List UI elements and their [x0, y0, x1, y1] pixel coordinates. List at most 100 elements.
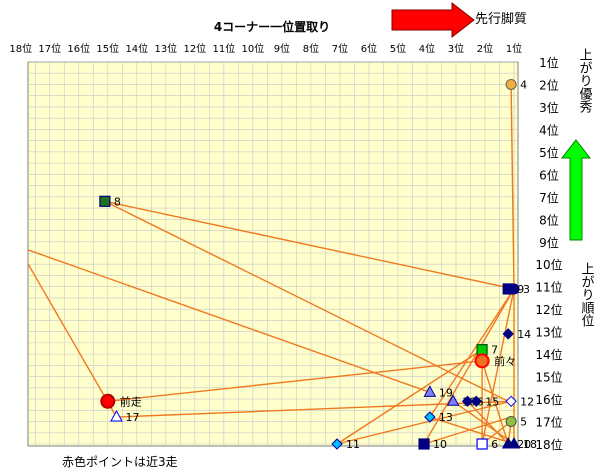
data-point: 8 — [99, 195, 121, 208]
x-tick-label: 9位 — [274, 42, 290, 55]
point-marker — [470, 395, 482, 408]
point-label: 14 — [517, 328, 531, 341]
footnote: 赤色ポイントは近3走 — [62, 455, 178, 469]
data-point: 前々 — [474, 353, 516, 369]
point-marker — [474, 353, 490, 369]
point-marker — [331, 438, 343, 450]
data-point: 9 — [502, 283, 524, 296]
connector-line — [429, 416, 515, 445]
point-marker — [446, 394, 460, 406]
connector-line — [481, 288, 515, 445]
connector-line — [336, 400, 512, 445]
green-arrow-icon — [560, 139, 592, 241]
point-label: 20 — [517, 438, 531, 451]
x-tick-label: 3位 — [448, 42, 464, 55]
point-marker — [99, 195, 111, 207]
data-point: 11 — [331, 438, 360, 451]
data-point: 17 — [110, 409, 139, 424]
y-tick-label: 16位 — [535, 392, 562, 407]
point-label: 17 — [125, 411, 139, 424]
point-marker — [418, 438, 430, 450]
data-point: 前走 — [100, 393, 142, 409]
connector-line — [104, 200, 515, 290]
connector-line — [28, 249, 431, 393]
point-marker — [507, 436, 521, 449]
point-marker — [476, 344, 488, 356]
connector-line — [481, 360, 509, 445]
x-tick-label: 8位 — [303, 42, 319, 55]
y-tick-label: 8位 — [539, 212, 559, 227]
x-tick-label: 11位 — [212, 42, 235, 55]
y-tick-label: 2位 — [539, 77, 559, 92]
point-label: 5 — [520, 416, 527, 429]
data-point: 15 — [470, 395, 499, 408]
y-tick-label: 5位 — [539, 145, 559, 160]
point-label: 4 — [520, 78, 527, 91]
data-point: 12 — [505, 395, 534, 408]
y-tick-label: 4位 — [539, 122, 559, 137]
red-arrow-icon — [391, 1, 475, 39]
point-marker — [424, 411, 436, 423]
connector-line — [423, 416, 512, 445]
point-marker — [476, 438, 488, 450]
point-marker — [505, 395, 517, 408]
connector-line — [510, 84, 515, 289]
right-arrow-label: 先行脚質 — [475, 11, 527, 27]
data-point: 19 — [423, 385, 453, 399]
connector-line — [467, 400, 509, 445]
x-tick-label: 10位 — [241, 42, 264, 55]
point-marker — [100, 393, 116, 409]
point-label: 3 — [523, 283, 530, 296]
point-marker — [502, 283, 514, 295]
chart-title: 4コーナー一位置取り — [214, 19, 330, 34]
connector-line — [336, 349, 483, 445]
y-tick-label: 9位 — [539, 235, 559, 250]
point-label: 9 — [517, 283, 524, 296]
data-point: 4 — [505, 78, 527, 91]
point-label: 7 — [491, 344, 498, 357]
point-label: 前々 — [494, 354, 516, 368]
up-arrow-label: 上がり優秀 — [577, 48, 593, 114]
y-tick-label: 17位 — [535, 415, 562, 430]
point-label: 12 — [520, 395, 534, 408]
point-marker — [110, 409, 123, 422]
y-tick-label: 15位 — [535, 370, 562, 385]
data-point: 10 — [418, 438, 447, 451]
y-tick-label: 6位 — [539, 167, 559, 182]
x-tick-label: 14位 — [125, 42, 148, 55]
point-marker — [423, 385, 437, 397]
point-label: 15 — [485, 395, 499, 408]
connector-line — [452, 400, 515, 445]
connector-line — [116, 400, 512, 418]
point-marker — [505, 416, 517, 428]
x-tick-label: 4位 — [419, 42, 435, 55]
data-point: 5 — [505, 416, 527, 429]
y-tick-label: 10位 — [535, 257, 562, 272]
point-label: 10 — [433, 438, 447, 451]
connector-line — [429, 288, 515, 418]
y-tick-label: 13位 — [535, 325, 562, 340]
point-label: 6 — [491, 438, 498, 451]
y-tick-label: 11位 — [535, 280, 562, 295]
connector-line — [104, 200, 509, 402]
x-tick-label: 18位 — [9, 42, 32, 55]
data-point: 6 — [476, 438, 498, 451]
y-tick-label: 14位 — [535, 347, 562, 362]
point-label: 11 — [346, 438, 360, 451]
x-tick-label: 12位 — [183, 42, 206, 55]
y-tick-label: 1位 — [539, 55, 559, 70]
point-label: 18 — [523, 438, 537, 451]
point-label: 19 — [439, 386, 453, 399]
data-point: 14 — [502, 328, 531, 341]
x-tick-label: 6位 — [361, 42, 377, 55]
point-label: 13 — [439, 411, 453, 424]
connector-line — [28, 262, 118, 418]
point-marker — [461, 395, 474, 408]
plot-area — [27, 61, 519, 447]
x-tick-label: 5位 — [390, 42, 406, 55]
x-tick-label: 13位 — [154, 42, 177, 55]
point-label: 前走 — [120, 394, 142, 408]
data-point: 18 — [507, 436, 537, 451]
